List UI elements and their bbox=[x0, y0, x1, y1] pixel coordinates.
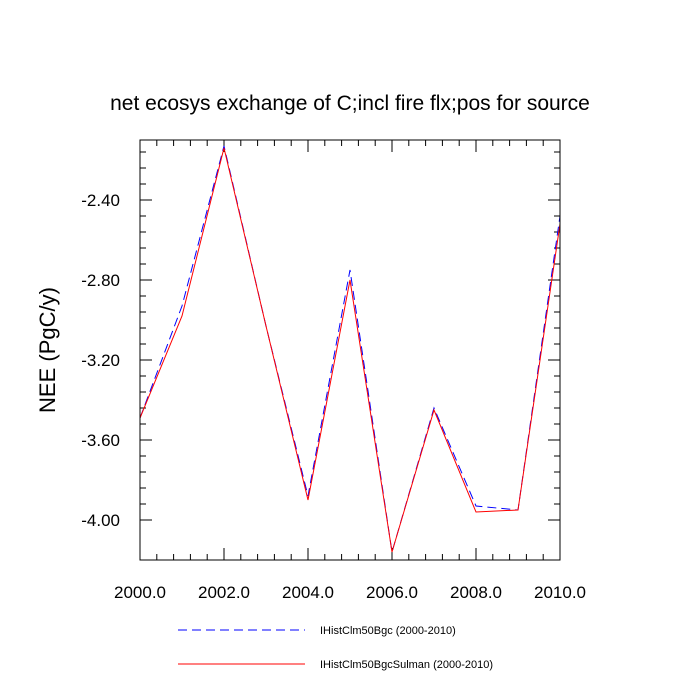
chart-title: net ecosys exchange of C;incl fire flx;p… bbox=[110, 92, 590, 115]
y-tick-label: -3.60 bbox=[81, 431, 120, 450]
y-axis-label: NEE (PgC/y) bbox=[35, 287, 60, 413]
major-ticks bbox=[139, 140, 561, 560]
y-tick-labels: -2.40 -2.80 -3.20 -3.60 -4.00 bbox=[81, 191, 120, 530]
x-tick-label: 2004.0 bbox=[282, 583, 334, 602]
x-tick-labels: 2000.0 2002.0 2004.0 2006.0 2008.0 2010.0 bbox=[114, 583, 586, 602]
minor-ticks bbox=[139, 140, 561, 560]
x-tick-label: 2006.0 bbox=[366, 583, 418, 602]
x-tick-label: 2008.0 bbox=[450, 583, 502, 602]
series-line-0 bbox=[139, 145, 561, 553]
y-tick-label: -4.00 bbox=[81, 511, 120, 530]
x-tick-label: 2000.0 bbox=[114, 583, 166, 602]
y-tick-label: -2.80 bbox=[81, 271, 120, 290]
y-tick-label: -3.20 bbox=[81, 351, 120, 370]
series-line-1 bbox=[139, 147, 561, 553]
legend-label-1: IHistClm50BgcSulman (2000-2010) bbox=[320, 659, 493, 671]
plot-frame bbox=[139, 139, 561, 561]
y-tick-label: -2.40 bbox=[81, 191, 120, 210]
x-tick-label: 2010.0 bbox=[534, 583, 586, 602]
legend: IHistClm50Bgc (2000-2010) IHistClm50BgcSu… bbox=[178, 625, 493, 671]
x-tick-label: 2002.0 bbox=[198, 583, 250, 602]
legend-label-0: IHistClm50Bgc (2000-2010) bbox=[320, 625, 456, 637]
series-lines bbox=[139, 145, 561, 553]
